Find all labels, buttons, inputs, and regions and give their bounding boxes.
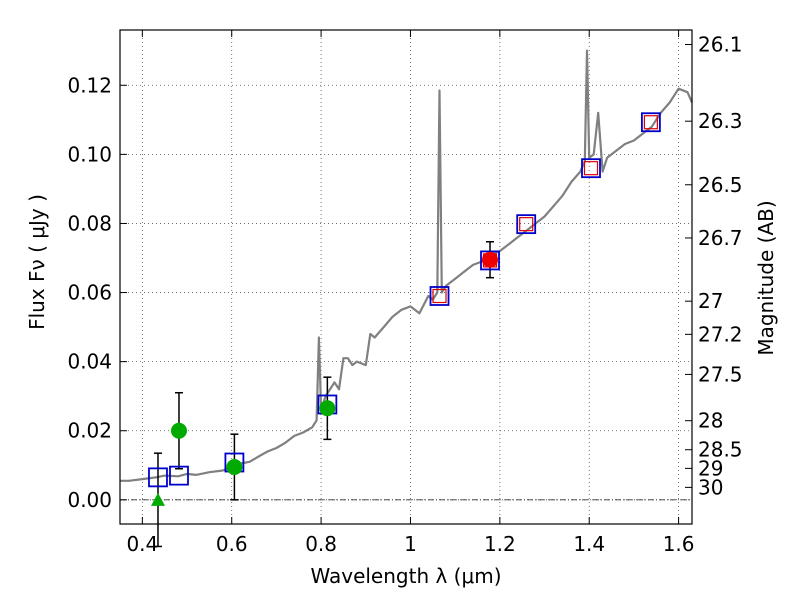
y-tick-label: 0.08 [67,211,112,235]
red-inner-square [519,217,534,232]
upper-limit-triangle [150,492,165,506]
model-photometry-square [169,465,189,486]
data-point-circle [482,251,499,268]
x-tick-label: 0.4 [126,532,158,556]
y-tick-label: 0.12 [67,73,112,97]
x-axis-label: Wavelength λ (μm) [310,564,501,588]
right-tick-label: 26.7 [698,226,743,250]
right-tick-label: 26.1 [698,33,743,57]
right-tick-label: 26.3 [698,109,743,133]
model-photometry-square [148,467,168,488]
y-axis-label: Flux Fν ( μJy ) [25,194,49,330]
y-tick-label: 0.04 [67,350,112,374]
y-ticks: 0.00 0.02 0.04 0.06 0.08 0.10 0.12 [67,73,127,512]
red-inner-square [432,288,447,304]
right-tick-label: 28.5 [698,438,743,462]
model-photometry-square [480,250,500,271]
model-photometry-square [429,286,450,306]
x-tick-label: 1.2 [484,532,516,556]
right-tick-label: 29 [698,456,723,480]
y-tick-label: 0.06 [67,281,112,305]
x-tick-label: 1.4 [573,532,605,556]
sed-line [120,49,694,482]
red-inner-square [583,161,599,176]
right-tick-label: 27 [698,289,723,313]
grid-lines [120,30,692,524]
data-point-circle [319,400,336,417]
x-tick-label: 0.8 [305,532,337,556]
x-ticks: 0.4 0.6 0.8 1 1.2 1.4 1.6 [126,30,695,556]
x-tick-label: 1.6 [663,532,695,556]
markers [148,112,661,506]
y-tick-label: 0.02 [67,419,112,443]
right-tick-label: 28 [698,409,723,433]
x-tick-label: 0.6 [216,532,248,556]
right-tick-label: 27.5 [698,362,743,386]
sed-model-line [120,49,694,482]
data-point-circle [226,459,243,475]
right-axis-label: Magnitude (AB) [754,200,778,355]
model-photometry-square [516,214,537,235]
right-tick-label: 27.2 [698,322,743,346]
data-point-circle [170,422,187,439]
y-tick-label: 0.10 [67,142,112,166]
right-tick-label: 26.5 [698,173,743,197]
x-tick-label: 1 [404,532,417,556]
model-photometry-square [640,112,661,133]
plot-frame [119,29,693,525]
red-inner-square [643,115,658,130]
model-photometry-square [581,158,601,179]
y-tick-label: 0.00 [67,488,112,512]
right-tick-label: 30 [698,475,723,499]
